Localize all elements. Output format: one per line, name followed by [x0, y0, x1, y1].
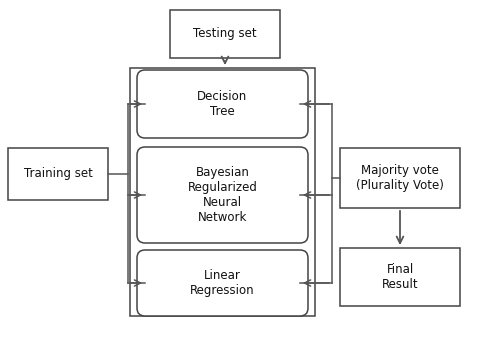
- FancyBboxPatch shape: [137, 70, 308, 138]
- Bar: [170, 10, 280, 58]
- Text: Decision
Tree: Decision Tree: [198, 90, 248, 118]
- Text: Bayesian
Regularized
Neural
Network: Bayesian Regularized Neural Network: [188, 166, 258, 224]
- Text: Final
Result: Final Result: [382, 263, 418, 291]
- Bar: [340, 248, 460, 306]
- FancyBboxPatch shape: [137, 147, 308, 243]
- Text: Linear
Regression: Linear Regression: [190, 269, 255, 297]
- Bar: [340, 148, 460, 208]
- Bar: [8, 148, 108, 200]
- FancyBboxPatch shape: [137, 250, 308, 316]
- Bar: [130, 68, 315, 316]
- Text: Training set: Training set: [24, 168, 92, 180]
- Text: Testing set: Testing set: [193, 28, 257, 40]
- Text: Majority vote
(Plurality Vote): Majority vote (Plurality Vote): [356, 164, 444, 192]
